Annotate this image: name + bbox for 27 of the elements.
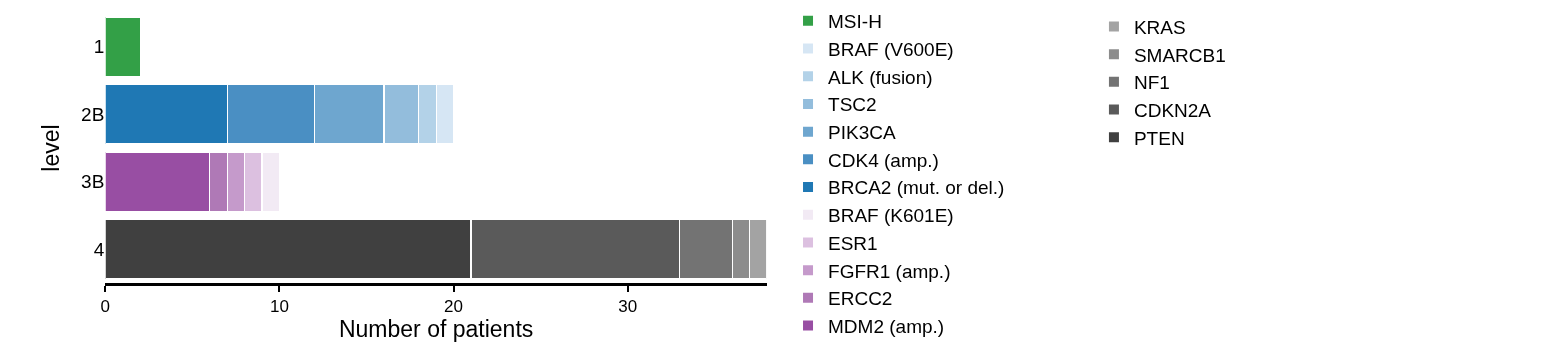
legend-label: PTEN (1133, 127, 1185, 149)
legend-label: ESR1 (828, 232, 878, 254)
legend-label: BRAF (V600E) (828, 38, 954, 60)
legend-label: CDKN2A (1133, 99, 1212, 121)
legend-label: ALK (fusion) (828, 66, 933, 88)
x-tick-label: 20 (444, 297, 464, 317)
y-tick-label: 3B (81, 171, 105, 193)
x-axis-title: Number of patients (338, 316, 534, 343)
legend-label: CDK4 (amp.) (828, 149, 939, 171)
legend-label: BRAF (K601E) (828, 205, 954, 227)
y-tick-label: 2B (81, 103, 105, 125)
legend-label: PIK3CA (828, 122, 896, 144)
x-tick-label: 30 (618, 297, 638, 317)
legend-label: TSC2 (828, 94, 877, 116)
legend-label: MDM2 (amp.) (828, 315, 945, 337)
legend-label: ERCC2 (828, 288, 893, 310)
x-tick-label: 0 (100, 297, 111, 317)
y-tick-label: 4 (93, 238, 105, 260)
y-tick-label: 1 (93, 36, 105, 58)
legend-label: BRCA2 (mut. or del.) (828, 177, 1005, 199)
legend-label: SMARCB1 (1133, 44, 1226, 66)
legend-label: FGFR1 (amp.) (828, 260, 951, 282)
y-axis-title: level (37, 124, 64, 172)
legend-label: MSI-H (828, 11, 882, 33)
legend-label: NF1 (1133, 72, 1170, 94)
x-tick-label: 10 (269, 297, 289, 317)
legend-label: KRAS (1133, 16, 1186, 38)
